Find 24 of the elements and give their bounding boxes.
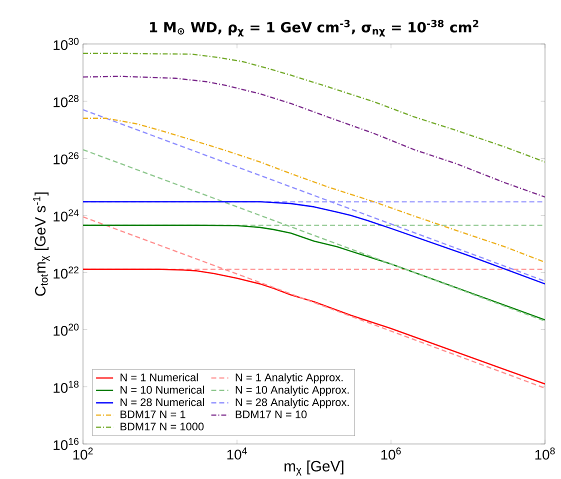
y-axis-title: C$_{tot}$m$_{χ}$ [GeV s$^{-1}$] bbox=[33, 192, 50, 296]
chart-title: 1 M$_{⊙}$ WD, ρ$_{χ}$ = 1 GeV cm$^{-3}$, σ$_{nχ}$ = 10$^{-38}$ cm$^{2}$ bbox=[150, 20, 478, 36]
x-tick-label: 10$^{8}$ bbox=[535, 448, 555, 460]
legend-label: BDM17 N = 10 bbox=[236, 410, 307, 418]
y-tick-label: 10$^{22}$ bbox=[54, 266, 78, 279]
legend-label: N = 28 Numerical bbox=[120, 398, 204, 406]
x-axis-title: m$_{χ}$ [GeV] bbox=[284, 460, 344, 476]
y-tick-label: 10$^{20}$ bbox=[54, 324, 79, 336]
legend-label: N = 28 Analytic Approx. bbox=[236, 398, 349, 408]
legend-label: N = 10 Analytic Approx. bbox=[236, 386, 349, 396]
x-tick-label: 10$^{6}$ bbox=[381, 448, 401, 460]
y-tick-label: 10$^{18}$ bbox=[54, 380, 79, 393]
legend-label: N = 10 Numerical bbox=[120, 386, 204, 394]
legend-label: N = 1 Numerical bbox=[120, 373, 198, 382]
legend-label: BDM17 N = 1000 bbox=[120, 422, 204, 430]
y-tick-label: 10$^{26}$ bbox=[54, 152, 79, 164]
y-tick-label: 10$^{24}$ bbox=[54, 209, 79, 222]
legend-label: BDM17 N = 1 bbox=[120, 410, 186, 418]
y-tick-label: 10$^{28}$ bbox=[54, 95, 79, 108]
legend-label: N = 1 Analytic Approx. bbox=[236, 373, 343, 384]
x-tick-label: 10$^{2}$ bbox=[73, 448, 93, 460]
y-tick-label: 10$^{30}$ bbox=[54, 38, 79, 50]
y-tick-label: 10$^{16}$ bbox=[54, 438, 79, 450]
x-tick-label: 10$^{4}$ bbox=[227, 448, 247, 460]
